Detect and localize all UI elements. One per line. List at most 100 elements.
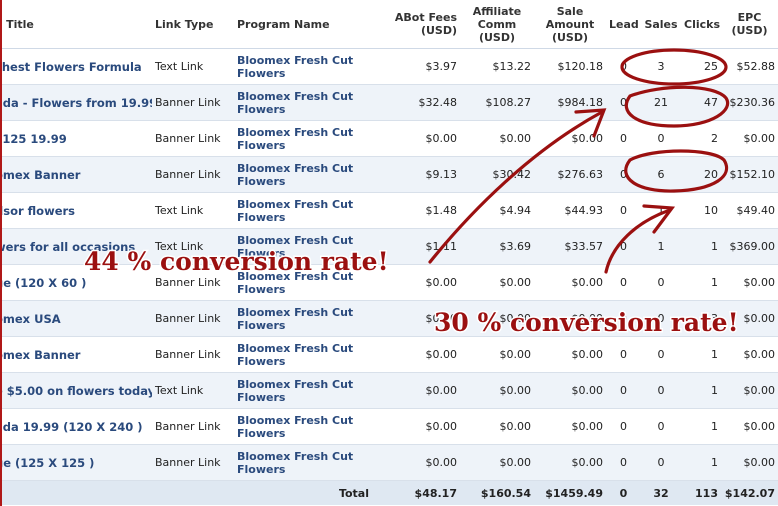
link-title[interactable]: dsor flowers xyxy=(2,203,76,218)
col-header-sale-amount[interactable]: Sale Amount (USD) xyxy=(534,0,606,49)
affiliate-comm-cell: $0.00 xyxy=(460,444,534,481)
program-name-link[interactable]: Bloomex Fresh Cut Flowers xyxy=(237,269,354,296)
program-name-cell: Bloomex Fresh Cut Flowers xyxy=(234,48,372,85)
empty-cell xyxy=(152,480,234,505)
sale-amount-cell: $44.93 xyxy=(534,192,606,229)
table-header-row: t Title Link Type Program Name ABot Fees… xyxy=(2,0,778,49)
link-title[interactable]: e $5.00 on flowers today xyxy=(2,383,152,398)
program-name-cell: Bloomex Fresh Cut Flowers xyxy=(234,336,372,373)
affiliate-comm-cell: $13.22 xyxy=(460,48,534,85)
table-row: shest Flowers Formula Text Link Bloomex Fr… xyxy=(2,48,778,85)
epc-cell: $230.36 xyxy=(721,84,778,121)
clicks-cell: 2 xyxy=(681,120,721,157)
abot-fees-cell: $3.97 xyxy=(372,48,460,85)
epc-cell: $0.00 xyxy=(721,336,778,373)
sales-cell: 3 xyxy=(641,48,681,85)
program-name-link[interactable]: Bloomex Fresh Cut Flowers xyxy=(237,413,354,440)
sale-amount-cell: $33.57 xyxy=(534,228,606,265)
program-name-link[interactable]: Bloomex Fresh Cut Flowers xyxy=(237,161,354,188)
link-title-cell: ada - Flowers from 19.99 xyxy=(2,84,152,121)
clicks-cell: 3 xyxy=(681,300,721,337)
link-title[interactable]: wers for all occasions xyxy=(2,239,136,254)
link-title[interactable]: ge (125 X 125 ) xyxy=(2,455,95,470)
table-row: e $5.00 on flowers today Text Link Bloomex… xyxy=(2,372,778,409)
program-name-link[interactable]: Bloomex Fresh Cut Flowers xyxy=(237,233,354,260)
col-header-clicks[interactable]: Clicks xyxy=(681,0,721,49)
col-header-title[interactable]: t Title xyxy=(2,0,152,49)
affiliate-comm-cell: $4.94 xyxy=(460,192,534,229)
link-title-cell: ge (125 X 125 ) xyxy=(2,444,152,481)
link-type-cell: Banner Link xyxy=(152,156,234,193)
clicks-cell: 10 xyxy=(681,192,721,229)
affiliate-comm-cell: $30.42 xyxy=(460,156,534,193)
link-title[interactable]: x125 19.99 xyxy=(2,131,67,146)
program-name-cell: Bloomex Fresh Cut Flowers xyxy=(234,444,372,481)
program-name-link[interactable]: Bloomex Fresh Cut Flowers xyxy=(237,341,354,368)
link-title-cell: wers for all occasions xyxy=(2,228,152,265)
program-name-cell: Bloomex Fresh Cut Flowers xyxy=(234,228,372,265)
total-clicks: 113 xyxy=(681,480,721,505)
sales-cell: 1 xyxy=(641,192,681,229)
sale-amount-cell: $0.00 xyxy=(534,300,606,337)
table-body: shest Flowers Formula Text Link Bloomex Fr… xyxy=(2,48,778,505)
program-name-link[interactable]: Bloomex Fresh Cut Flowers xyxy=(237,53,354,80)
table-row: ada 19.99 (120 X 240 ) Banner Link Bloomex… xyxy=(2,408,778,445)
total-abot-fees: $48.17 xyxy=(372,480,460,505)
abot-fees-cell: $0.00 xyxy=(372,300,460,337)
sale-amount-cell: $984.18 xyxy=(534,84,606,121)
link-type-cell: Banner Link xyxy=(152,336,234,373)
link-title[interactable]: ada - Flowers from 19.99 xyxy=(2,95,152,110)
link-title-cell: x125 19.99 xyxy=(2,120,152,157)
sale-amount-cell: $0.00 xyxy=(534,408,606,445)
clicks-cell: 1 xyxy=(681,408,721,445)
clicks-cell: 1 xyxy=(681,336,721,373)
program-name-link[interactable]: Bloomex Fresh Cut Flowers xyxy=(237,449,354,476)
col-header-abot-fees[interactable]: ABot Fees (USD) xyxy=(372,0,460,49)
affiliate-comm-cell: $0.00 xyxy=(460,264,534,301)
lead-cell: 0 xyxy=(606,120,641,157)
total-lead: 0 xyxy=(606,480,641,505)
lead-cell: 0 xyxy=(606,228,641,265)
link-title-cell: ge (120 X 60 ) xyxy=(2,264,152,301)
abot-fees-cell: $9.13 xyxy=(372,156,460,193)
col-header-program[interactable]: Program Name xyxy=(234,0,372,49)
lead-cell: 0 xyxy=(606,444,641,481)
total-sales: 32 xyxy=(641,480,681,505)
program-name-link[interactable]: Bloomex Fresh Cut Flowers xyxy=(237,377,354,404)
program-name-cell: Bloomex Fresh Cut Flowers xyxy=(234,300,372,337)
sales-cell: 0 xyxy=(641,336,681,373)
link-type-cell: Text Link xyxy=(152,48,234,85)
col-header-epc[interactable]: EPC (USD) xyxy=(721,0,778,49)
empty-cell xyxy=(2,480,152,505)
sale-amount-cell: $0.00 xyxy=(534,336,606,373)
col-header-sales[interactable]: Sales xyxy=(641,0,681,49)
link-title[interactable]: ge (120 X 60 ) xyxy=(2,275,87,290)
clicks-cell: 47 xyxy=(681,84,721,121)
sale-amount-cell: $0.00 xyxy=(534,444,606,481)
program-name-link[interactable]: Bloomex Fresh Cut Flowers xyxy=(237,305,354,332)
epc-cell: $0.00 xyxy=(721,300,778,337)
table-row: ge (125 X 125 ) Banner Link Bloomex Fresh … xyxy=(2,444,778,481)
link-title[interactable]: omex Banner xyxy=(2,347,81,362)
program-name-link[interactable]: Bloomex Fresh Cut Flowers xyxy=(237,89,354,116)
col-header-affiliate-comm[interactable]: Affiliate Comm (USD) xyxy=(460,0,534,49)
col-header-lead[interactable]: Lead xyxy=(606,0,641,49)
col-header-link-type[interactable]: Link Type xyxy=(152,0,234,49)
link-type-cell: Banner Link xyxy=(152,444,234,481)
link-title[interactable]: ada 19.99 (120 X 240 ) xyxy=(2,419,143,434)
link-type-cell: Text Link xyxy=(152,192,234,229)
link-title[interactable]: omex USA xyxy=(2,311,61,326)
sales-cell: 6 xyxy=(641,156,681,193)
link-type-cell: Banner Link xyxy=(152,300,234,337)
total-label: Total xyxy=(234,480,372,505)
program-name-link[interactable]: Bloomex Fresh Cut Flowers xyxy=(237,197,354,224)
program-name-link[interactable]: Bloomex Fresh Cut Flowers xyxy=(237,125,354,152)
link-title[interactable]: shest Flowers Formula xyxy=(2,59,142,74)
sales-cell: 1 xyxy=(641,228,681,265)
affiliate-comm-cell: $108.27 xyxy=(460,84,534,121)
link-title[interactable]: omex Banner xyxy=(2,167,81,182)
affiliate-comm-cell: $0.00 xyxy=(460,300,534,337)
table-row: x125 19.99 Banner Link Bloomex Fresh Cut F… xyxy=(2,120,778,157)
